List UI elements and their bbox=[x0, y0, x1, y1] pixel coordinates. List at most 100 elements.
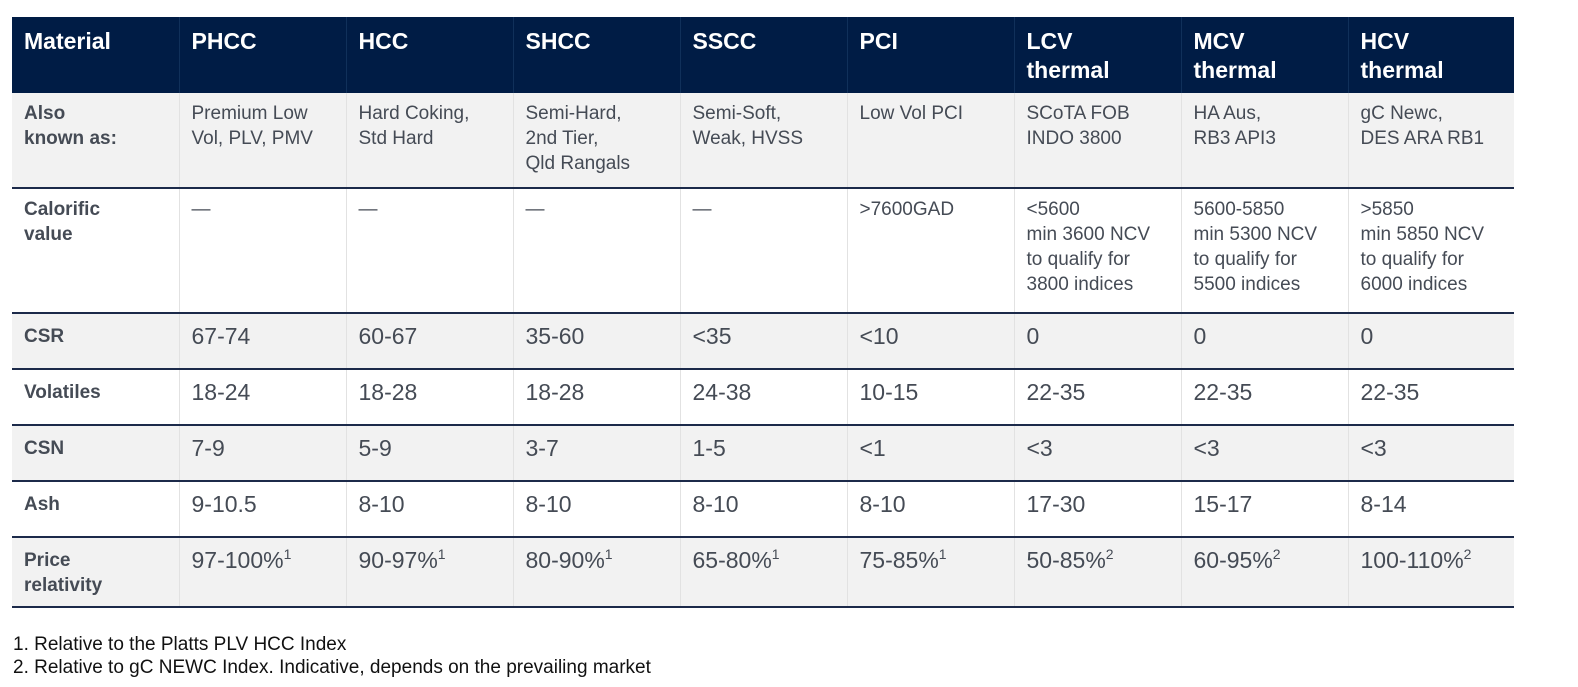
table-cell: 75-85%1 bbox=[846, 537, 1014, 608]
row-label: Price relativity bbox=[12, 537, 179, 608]
table-cell: 0 bbox=[1347, 313, 1514, 370]
table-cell: 3-7 bbox=[512, 425, 680, 482]
table-cell: 22-35 bbox=[1013, 369, 1181, 426]
header-phcc: PHCC bbox=[178, 17, 346, 93]
table-cell: 18-24 bbox=[178, 369, 346, 426]
table-cell: 1-5 bbox=[679, 425, 847, 482]
table-cell: 8-10 bbox=[846, 481, 1014, 538]
table-cell: Semi-Soft, Weak, HVSS bbox=[679, 93, 847, 189]
table-cell: 18-28 bbox=[512, 369, 680, 426]
footnotes: 1. Relative to the Platts PLV HCC Index … bbox=[13, 633, 651, 679]
table-cell: 0 bbox=[1013, 313, 1181, 370]
row-ash: Ash 9-10.5 8-10 8-10 8-10 8-10 17-30 15-… bbox=[12, 481, 1514, 538]
table-cell: 15-17 bbox=[1180, 481, 1348, 538]
header-mcv-thermal: MCV thermal bbox=[1180, 17, 1348, 93]
footnote-marker: 2 bbox=[1105, 546, 1114, 562]
table-cell: 8-10 bbox=[679, 481, 847, 538]
price-value: 50-85% bbox=[1026, 547, 1106, 573]
footnote-marker: 1 bbox=[437, 546, 446, 562]
table-cell: HA Aus, RB3 API3 bbox=[1180, 93, 1348, 189]
table-cell: — bbox=[345, 188, 513, 314]
table-cell: 22-35 bbox=[1180, 369, 1348, 426]
price-value: 60-95% bbox=[1193, 547, 1273, 573]
table-cell: <3 bbox=[1180, 425, 1348, 482]
footnote-2: 2. Relative to gC NEWC Index. Indicative… bbox=[13, 657, 651, 678]
table-cell: <3 bbox=[1013, 425, 1181, 482]
table-cell: 80-90%1 bbox=[512, 537, 680, 608]
table-cell: — bbox=[679, 188, 847, 314]
row-label: Volatiles bbox=[12, 369, 179, 426]
footnote-1: 1. Relative to the Platts PLV HCC Index bbox=[13, 634, 347, 655]
table-cell: — bbox=[178, 188, 346, 314]
table-cell: <3 bbox=[1347, 425, 1514, 482]
table-cell: 65-80%1 bbox=[679, 537, 847, 608]
table-cell: 8-10 bbox=[512, 481, 680, 538]
row-also-known-as: Also known as: Premium Low Vol, PLV, PMV… bbox=[12, 93, 1514, 189]
footnote-marker: 1 bbox=[938, 546, 947, 562]
price-value: 65-80% bbox=[692, 547, 772, 573]
table-cell: 90-97%1 bbox=[345, 537, 513, 608]
table-cell: Semi-Hard, 2nd Tier, Qld Rangals bbox=[512, 93, 680, 189]
coal-specification-table: Material PHCC HCC SHCC SSCC PCI LCV ther… bbox=[12, 17, 1514, 608]
table-cell: <5600 min 3600 NCV to qualify for 3800 i… bbox=[1013, 188, 1181, 314]
price-value: 90-97% bbox=[358, 547, 438, 573]
table-cell: 9-10.5 bbox=[178, 481, 346, 538]
table-cell: 7-9 bbox=[178, 425, 346, 482]
table-cell: 5600-5850 min 5300 NCV to qualify for 55… bbox=[1180, 188, 1348, 314]
footnote-marker: 2 bbox=[1463, 546, 1472, 562]
header-shcc: SHCC bbox=[512, 17, 680, 93]
header-pci: PCI bbox=[846, 17, 1014, 93]
footnote-marker: 1 bbox=[771, 546, 780, 562]
row-csn: CSN 7-9 5-9 3-7 1-5 <1 <3 <3 <3 bbox=[12, 425, 1514, 482]
header-row: Material PHCC HCC SHCC SSCC PCI LCV ther… bbox=[12, 17, 1514, 93]
table-cell: Hard Coking, Std Hard bbox=[345, 93, 513, 189]
table-cell: 60-67 bbox=[345, 313, 513, 370]
header-hcv-thermal: HCV thermal bbox=[1347, 17, 1514, 93]
row-label: Calorific value bbox=[12, 188, 179, 314]
table-cell: Premium Low Vol, PLV, PMV bbox=[178, 93, 346, 189]
row-csr: CSR 67-74 60-67 35-60 <35 <10 0 0 0 bbox=[12, 313, 1514, 370]
header-hcc: HCC bbox=[345, 17, 513, 93]
table-cell: 97-100%1 bbox=[178, 537, 346, 608]
table-cell: SCoTA FOB INDO 3800 bbox=[1013, 93, 1181, 189]
footnote-marker: 1 bbox=[604, 546, 613, 562]
price-value: 75-85% bbox=[859, 547, 939, 573]
table-cell: 35-60 bbox=[512, 313, 680, 370]
header-lcv-thermal: LCV thermal bbox=[1013, 17, 1181, 93]
table-cell: >7600GAD bbox=[846, 188, 1014, 314]
table-cell: 22-35 bbox=[1347, 369, 1514, 426]
table-cell: — bbox=[512, 188, 680, 314]
table-cell: <35 bbox=[679, 313, 847, 370]
table-cell: <1 bbox=[846, 425, 1014, 482]
table-cell: 8-10 bbox=[345, 481, 513, 538]
table-cell: 60-95%2 bbox=[1180, 537, 1348, 608]
header-material: Material bbox=[12, 17, 179, 93]
table-cell: gC Newc, DES ARA RB1 bbox=[1347, 93, 1514, 189]
row-price-relativity: Price relativity 97-100%1 90-97%1 80-90%… bbox=[12, 537, 1514, 608]
price-value: 100-110% bbox=[1360, 547, 1464, 573]
table-cell: 67-74 bbox=[178, 313, 346, 370]
table-cell: 10-15 bbox=[846, 369, 1014, 426]
table-cell: 0 bbox=[1180, 313, 1348, 370]
table-cell: 18-28 bbox=[345, 369, 513, 426]
footnote-marker: 2 bbox=[1272, 546, 1281, 562]
table-cell: >5850 min 5850 NCV to qualify for 6000 i… bbox=[1347, 188, 1514, 314]
row-volatiles: Volatiles 18-24 18-28 18-28 24-38 10-15 … bbox=[12, 369, 1514, 426]
table-cell: <10 bbox=[846, 313, 1014, 370]
table-cell: 24-38 bbox=[679, 369, 847, 426]
row-label: CSN bbox=[12, 425, 179, 482]
table-cell: 50-85%2 bbox=[1013, 537, 1181, 608]
row-label: Ash bbox=[12, 481, 179, 538]
header-sscc: SSCC bbox=[679, 17, 847, 93]
row-calorific-value: Calorific value — — — — >7600GAD <5600 m… bbox=[12, 188, 1514, 314]
table-cell: 100-110%2 bbox=[1347, 537, 1514, 608]
price-value: 80-90% bbox=[525, 547, 605, 573]
table-cell: 8-14 bbox=[1347, 481, 1514, 538]
footnote-marker: 1 bbox=[283, 546, 292, 562]
table-cell: 5-9 bbox=[345, 425, 513, 482]
table-cell: 17-30 bbox=[1013, 481, 1181, 538]
row-label: Also known as: bbox=[12, 93, 179, 189]
row-label: CSR bbox=[12, 313, 179, 370]
price-value: 97-100% bbox=[191, 547, 284, 573]
table-cell: Low Vol PCI bbox=[846, 93, 1014, 189]
